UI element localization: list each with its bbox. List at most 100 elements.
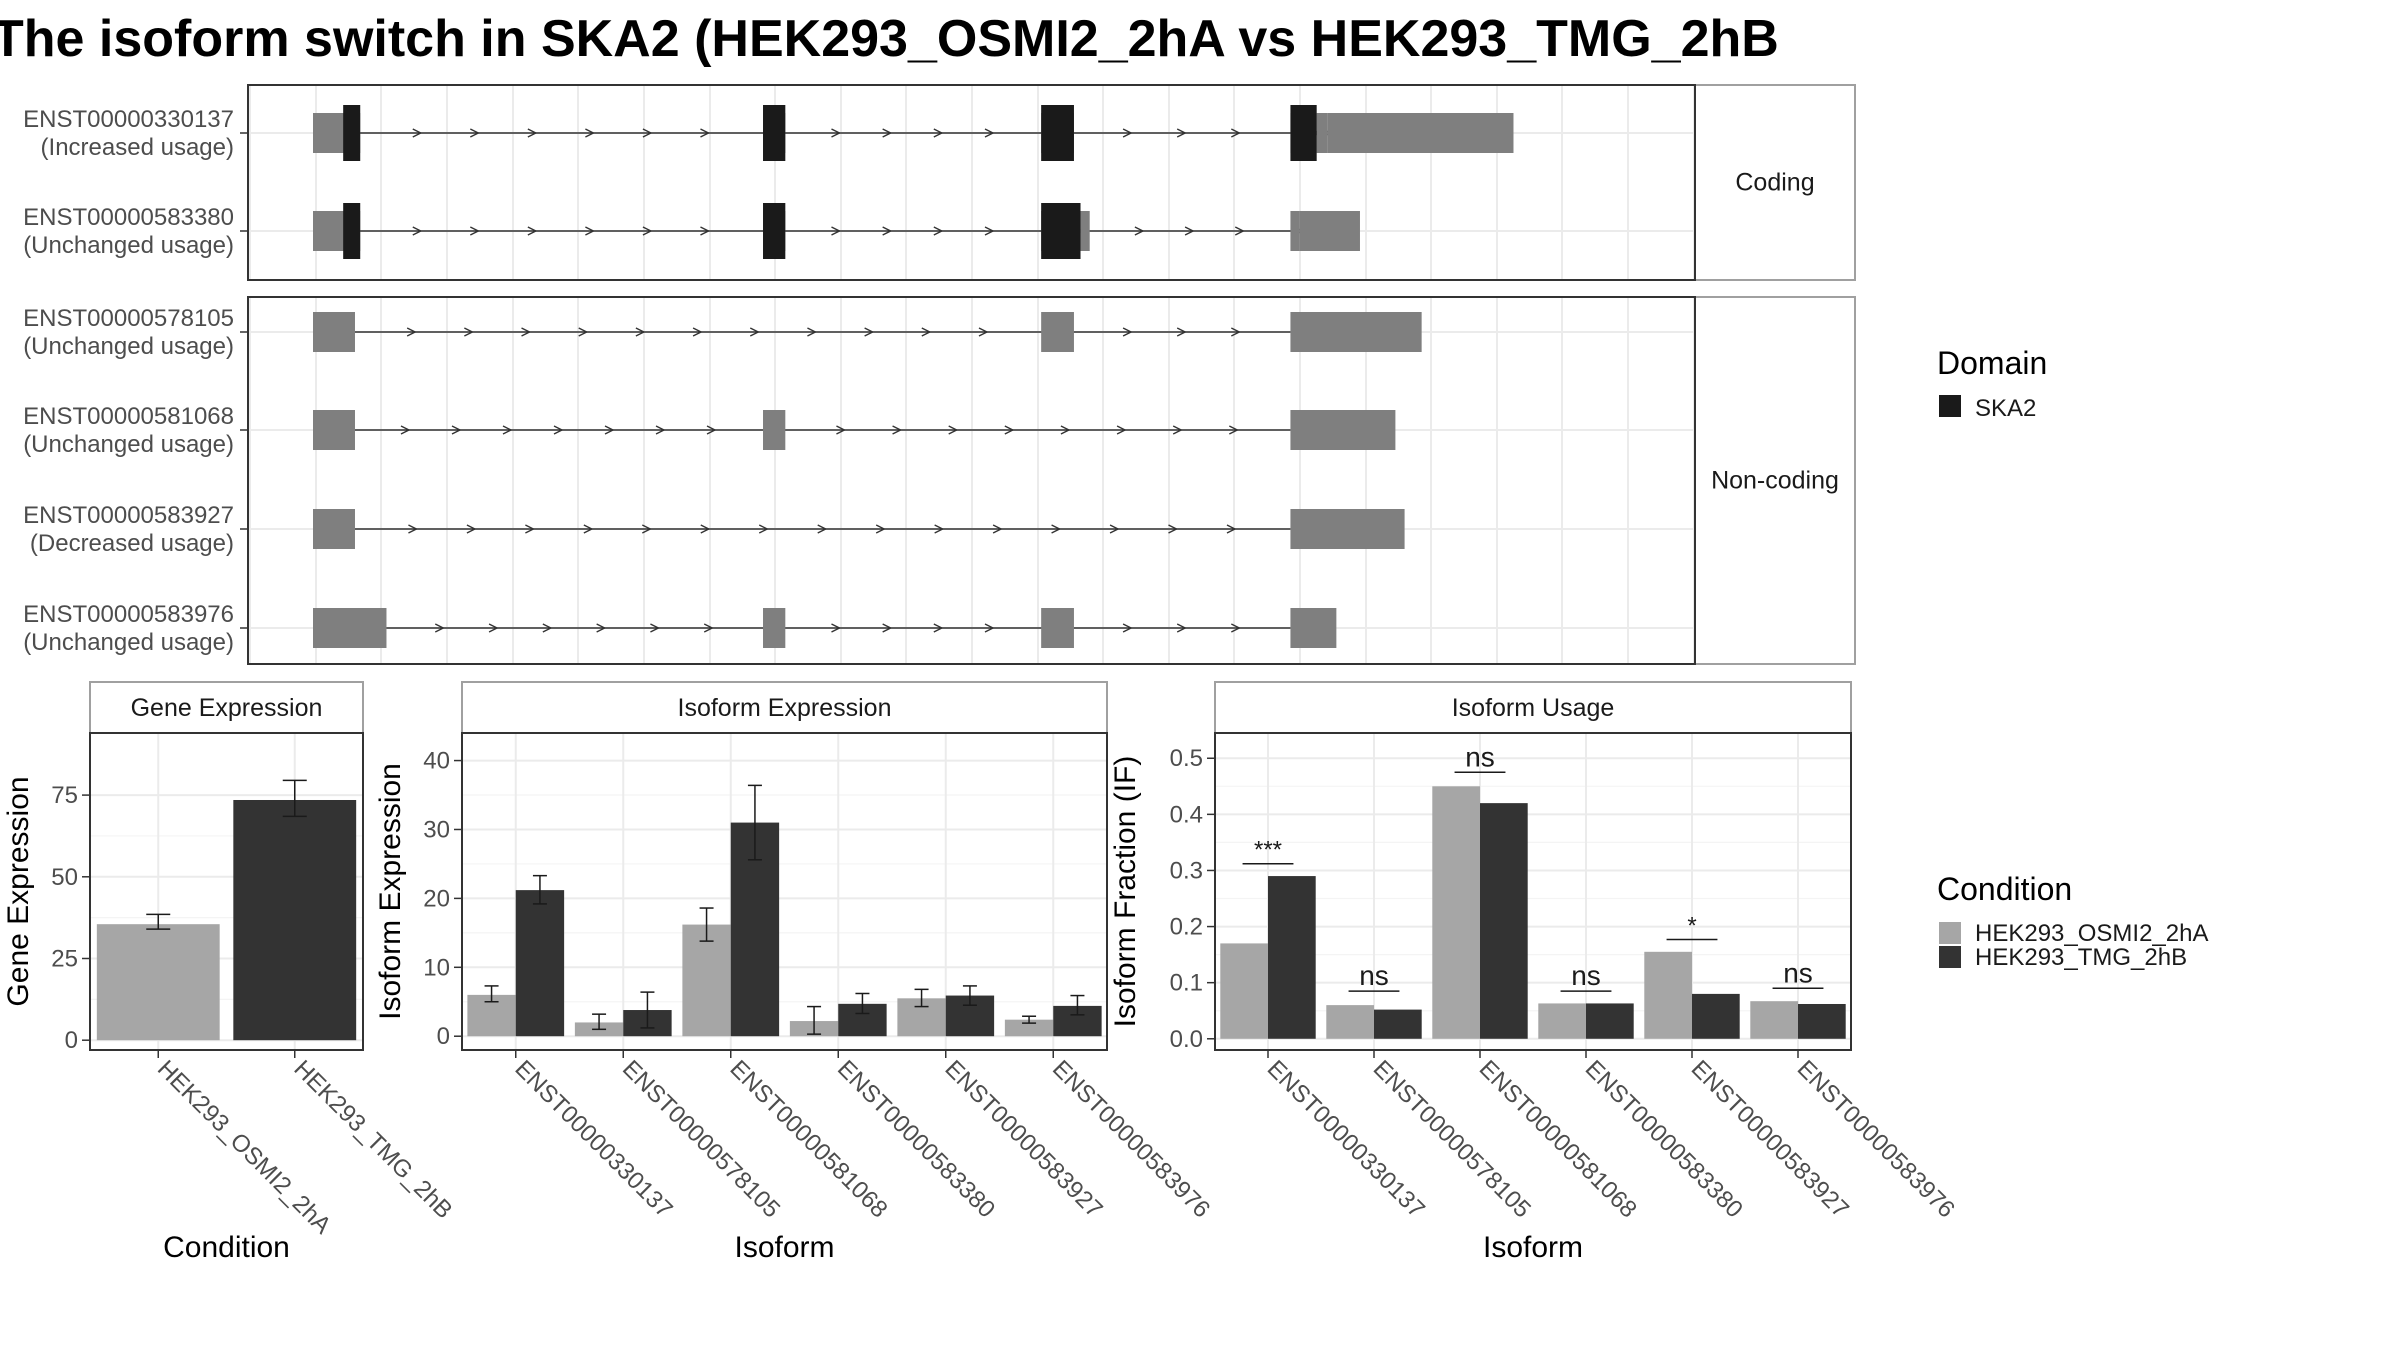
domain-block bbox=[763, 105, 786, 161]
panel-title: Isoform Usage bbox=[1452, 694, 1615, 722]
strand-arrow bbox=[831, 623, 842, 633]
condition-legend-swatch bbox=[1939, 946, 1961, 968]
transcript-usage-label: (Unchanged usage) bbox=[23, 629, 234, 656]
panel-border bbox=[247, 296, 1696, 665]
bar bbox=[233, 799, 357, 1041]
exon-block bbox=[313, 410, 355, 450]
error-bar bbox=[282, 779, 307, 818]
strand-arrow bbox=[527, 226, 538, 236]
strand-arrow bbox=[1231, 128, 1241, 138]
strand-arrow bbox=[585, 128, 595, 138]
legends: Domain SKA2 Condition HEK293_OSMI2_2hAHEK29… bbox=[1937, 345, 2208, 971]
facet-strip bbox=[89, 681, 364, 734]
domain-block bbox=[343, 105, 361, 161]
condition-legend-label: HEK293_OSMI2_2hA bbox=[1975, 920, 2208, 947]
transcript-usage-label: (Decreased usage) bbox=[30, 530, 234, 557]
facet-strip bbox=[1214, 681, 1852, 734]
strand-arrow bbox=[1122, 623, 1133, 633]
strand-arrow bbox=[642, 524, 652, 534]
strand-arrow bbox=[984, 226, 995, 236]
bar-chart-panel: Isoform Usage *** ns ns ns * ns 0.0 0.1 0.2 0.3 0.4… bbox=[1109, 681, 1960, 1264]
bar bbox=[1644, 951, 1692, 1039]
significance-label: ns bbox=[1359, 960, 1389, 991]
exon-block bbox=[313, 211, 348, 251]
y-tick-label: 75 bbox=[51, 782, 78, 809]
strand-arrow bbox=[466, 524, 477, 534]
bar bbox=[1220, 943, 1268, 1039]
y-tick-label: 0.2 bbox=[1170, 914, 1203, 941]
strand-arrow bbox=[502, 425, 513, 435]
exon-block bbox=[1290, 211, 1300, 251]
transcript-row: ENST00000583927(Decreased usage) bbox=[23, 502, 1405, 557]
domain-block bbox=[1041, 203, 1081, 259]
strand-arrow bbox=[1060, 425, 1071, 435]
strand-arrow bbox=[1226, 524, 1237, 534]
condition-legend-title: Condition bbox=[1937, 871, 2072, 907]
strand-arrow bbox=[700, 524, 711, 534]
strand-arrow bbox=[434, 623, 445, 633]
bar bbox=[1692, 993, 1740, 1039]
strand-arrow bbox=[469, 226, 480, 236]
error-bar bbox=[914, 988, 929, 1008]
strand-arrow bbox=[406, 327, 417, 337]
y-tick-label: 0.3 bbox=[1170, 857, 1203, 884]
strand-arrow bbox=[758, 524, 769, 534]
bar bbox=[1432, 786, 1480, 1039]
strand-arrow bbox=[650, 623, 660, 633]
strand-arrow bbox=[706, 425, 717, 435]
strand-arrow bbox=[408, 524, 419, 534]
transcript-row: ENST00000583380(Unchanged usage) bbox=[23, 203, 1360, 259]
strand-arrow bbox=[875, 524, 886, 534]
strand-arrow bbox=[642, 128, 653, 138]
strand-arrow bbox=[464, 327, 474, 337]
error-bar bbox=[747, 784, 762, 861]
strand-arrow bbox=[604, 425, 615, 435]
error-bar bbox=[532, 874, 547, 905]
transcript-id-label: ENST00000583380 bbox=[23, 204, 234, 231]
strand-arrow bbox=[933, 128, 944, 138]
exon-block bbox=[1299, 211, 1360, 251]
strand-arrow bbox=[948, 425, 959, 435]
strand-arrow bbox=[412, 226, 423, 236]
strand-arrow bbox=[1176, 623, 1187, 633]
error-bar bbox=[592, 1013, 607, 1031]
strand-arrow bbox=[984, 128, 995, 138]
strand-arrow bbox=[1116, 425, 1127, 435]
y-tick-label: 0 bbox=[437, 1023, 450, 1050]
panel-border bbox=[1214, 732, 1852, 1051]
transcript-id-label: ENST00000581068 bbox=[23, 403, 234, 430]
strand-arrow bbox=[642, 226, 653, 236]
strand-arrow bbox=[583, 524, 594, 534]
bar bbox=[515, 890, 565, 1037]
exon-block bbox=[1290, 608, 1337, 648]
exon-block bbox=[1290, 312, 1422, 352]
strand-arrow bbox=[1122, 128, 1133, 138]
bar bbox=[1750, 1001, 1798, 1039]
strand-arrow bbox=[882, 623, 893, 633]
strand-arrow bbox=[578, 327, 589, 337]
y-tick-label: 0.0 bbox=[1170, 1026, 1203, 1053]
strand-arrow bbox=[1176, 327, 1187, 337]
panel-border bbox=[247, 84, 1696, 281]
strand-arrow bbox=[882, 226, 893, 236]
exon-block bbox=[1080, 211, 1090, 251]
strand-arrow bbox=[1229, 425, 1239, 435]
strand-arrow bbox=[933, 226, 944, 236]
error-bar bbox=[1070, 994, 1085, 1016]
error-bar bbox=[640, 991, 655, 1029]
transcript-id-label: ENST00000583927 bbox=[23, 502, 234, 529]
exon-block bbox=[1041, 312, 1074, 352]
exon-block bbox=[1290, 509, 1405, 549]
transcript-usage-label: (Unchanged usage) bbox=[23, 333, 234, 360]
strand-arrow bbox=[892, 425, 903, 435]
strand-arrow bbox=[703, 623, 714, 633]
transcript-id-label: ENST00000578105 bbox=[23, 305, 234, 332]
panel-title: Gene Expression bbox=[131, 694, 323, 722]
strand-arrow bbox=[700, 226, 711, 236]
panel-border bbox=[461, 732, 1108, 1051]
strand-arrow bbox=[1231, 623, 1241, 633]
strand-arrow bbox=[1168, 524, 1179, 534]
strand-arrow bbox=[596, 623, 607, 633]
